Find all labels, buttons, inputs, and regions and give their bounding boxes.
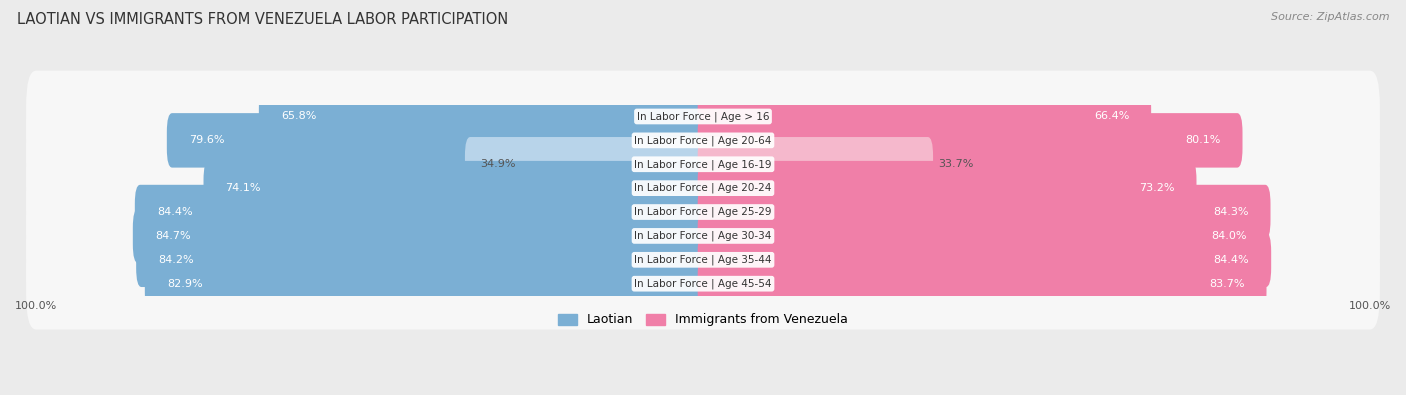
FancyBboxPatch shape: [697, 185, 1271, 239]
Text: 84.4%: 84.4%: [157, 207, 193, 217]
Text: 73.2%: 73.2%: [1139, 183, 1174, 193]
FancyBboxPatch shape: [27, 214, 1379, 306]
Text: LAOTIAN VS IMMIGRANTS FROM VENEZUELA LABOR PARTICIPATION: LAOTIAN VS IMMIGRANTS FROM VENEZUELA LAB…: [17, 12, 508, 27]
FancyBboxPatch shape: [697, 209, 1268, 263]
Text: In Labor Force | Age 35-44: In Labor Force | Age 35-44: [634, 254, 772, 265]
FancyBboxPatch shape: [136, 233, 709, 287]
Text: In Labor Force | Age 20-24: In Labor Force | Age 20-24: [634, 183, 772, 194]
Text: 34.9%: 34.9%: [481, 159, 516, 169]
FancyBboxPatch shape: [697, 256, 1267, 311]
FancyBboxPatch shape: [132, 209, 709, 263]
FancyBboxPatch shape: [27, 166, 1379, 258]
Text: 82.9%: 82.9%: [167, 279, 202, 289]
FancyBboxPatch shape: [27, 94, 1379, 186]
Text: In Labor Force | Age 25-29: In Labor Force | Age 25-29: [634, 207, 772, 217]
Text: 84.0%: 84.0%: [1211, 231, 1247, 241]
FancyBboxPatch shape: [167, 113, 709, 167]
FancyBboxPatch shape: [27, 71, 1379, 162]
Text: 65.8%: 65.8%: [281, 111, 316, 122]
Legend: Laotian, Immigrants from Venezuela: Laotian, Immigrants from Venezuela: [554, 308, 852, 331]
FancyBboxPatch shape: [27, 142, 1379, 234]
Text: In Labor Force | Age 20-64: In Labor Force | Age 20-64: [634, 135, 772, 146]
FancyBboxPatch shape: [27, 190, 1379, 282]
Text: 83.7%: 83.7%: [1209, 279, 1244, 289]
Text: 84.7%: 84.7%: [155, 231, 190, 241]
Text: 84.3%: 84.3%: [1213, 207, 1249, 217]
FancyBboxPatch shape: [697, 233, 1271, 287]
Text: 33.7%: 33.7%: [938, 159, 973, 169]
Text: 80.1%: 80.1%: [1185, 135, 1220, 145]
Text: In Labor Force | Age > 16: In Labor Force | Age > 16: [637, 111, 769, 122]
Text: In Labor Force | Age 30-34: In Labor Force | Age 30-34: [634, 231, 772, 241]
Text: In Labor Force | Age 45-54: In Labor Force | Age 45-54: [634, 278, 772, 289]
FancyBboxPatch shape: [145, 256, 709, 311]
Text: Source: ZipAtlas.com: Source: ZipAtlas.com: [1271, 12, 1389, 22]
FancyBboxPatch shape: [259, 89, 709, 144]
FancyBboxPatch shape: [27, 238, 1379, 329]
Text: 84.2%: 84.2%: [157, 255, 194, 265]
Text: 79.6%: 79.6%: [188, 135, 225, 145]
FancyBboxPatch shape: [697, 113, 1243, 167]
FancyBboxPatch shape: [697, 161, 1197, 215]
FancyBboxPatch shape: [697, 137, 934, 192]
FancyBboxPatch shape: [204, 161, 709, 215]
Text: 66.4%: 66.4%: [1094, 111, 1129, 122]
FancyBboxPatch shape: [135, 185, 709, 239]
FancyBboxPatch shape: [465, 137, 709, 192]
FancyBboxPatch shape: [27, 118, 1379, 210]
Text: In Labor Force | Age 16-19: In Labor Force | Age 16-19: [634, 159, 772, 169]
FancyBboxPatch shape: [697, 89, 1152, 144]
Text: 74.1%: 74.1%: [225, 183, 262, 193]
Text: 84.4%: 84.4%: [1213, 255, 1249, 265]
